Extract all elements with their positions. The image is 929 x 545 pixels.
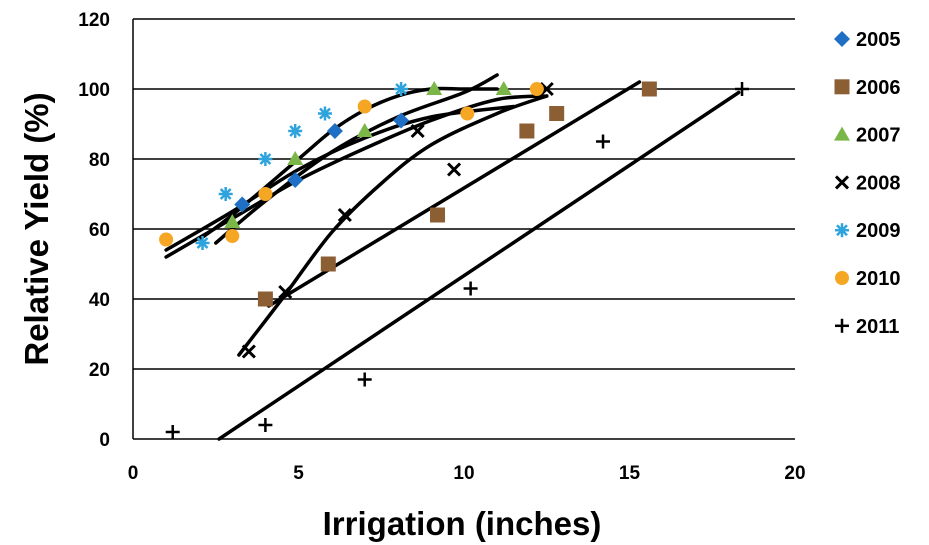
point-2009 [394,82,409,96]
point-2007 [224,214,241,228]
x-tick-label: 15 [619,463,641,484]
point-2009 [218,187,233,201]
legend-marker [835,318,849,333]
legend-label: 2007 [856,125,901,147]
point-2006 [549,106,565,121]
y-tick-label: 120 [78,10,110,31]
point-2007 [356,123,373,137]
point-2005 [393,112,410,129]
axes [132,19,795,440]
legend-label: 2009 [856,220,901,242]
point-2009 [288,124,303,138]
point-2010 [159,232,174,247]
point-2007 [426,81,443,95]
trendline-7 [217,90,741,441]
legend-label: 2010 [856,268,901,290]
legend-item-2008: 2008 [834,172,901,194]
data-points [159,81,750,439]
point-2006 [519,123,535,139]
legend: 2005 2006 2007 2008 2009 2010 2011 [834,29,901,338]
point-2005 [287,172,304,188]
trendline-1 [164,94,549,259]
point-2008 [337,207,352,223]
legend-label: 2008 [856,172,901,194]
point-2009 [195,236,210,250]
series-2009 [195,82,409,250]
legend-marker [834,175,850,190]
point-2010 [460,106,475,121]
legend-item-2005: 2005 [834,29,901,51]
series-2010 [159,82,544,247]
point-2005 [234,196,251,213]
point-2011 [463,281,478,296]
trendlines [164,73,741,441]
legend-marker [834,31,850,47]
y-tick-label: 40 [89,290,110,311]
y-axis-title: Relative Yield (%) [18,92,55,365]
point-2008 [447,162,462,177]
point-2008 [278,284,293,300]
legend-label: 2005 [856,29,901,51]
legend-marker [834,79,850,95]
y-tick-label: 20 [89,360,110,381]
legend-item-2007: 2007 [834,125,901,147]
legend-marker [835,271,849,285]
point-2009 [317,106,332,121]
point-2010 [225,229,240,243]
point-2006 [257,291,273,307]
legend-item-2009: 2009 [835,220,901,242]
point-2011 [165,425,180,439]
legend-label: 2006 [856,77,901,99]
point-2005 [326,123,343,139]
legend-label: 2011 [856,316,899,338]
legend-item-2010: 2010 [835,268,901,290]
point-2011 [258,418,273,432]
y-tick-label: 60 [89,220,110,241]
series-2005 [234,112,410,213]
legend-marker [835,223,849,238]
series-2011 [165,82,750,439]
point-2010 [258,187,273,201]
point-2007 [495,81,512,95]
x-axis-title: Irrigation (inches) [323,505,602,542]
point-2007 [287,151,304,165]
legend-marker [834,126,850,141]
point-2008 [410,123,425,139]
y-tick-label: 100 [78,80,110,101]
point-2010 [529,82,544,96]
y-tick-label: 80 [89,150,110,171]
series-2007 [224,81,512,228]
point-2006 [430,207,446,223]
point-2006 [641,81,657,97]
point-2006 [320,256,336,272]
legend-item-2006: 2006 [834,77,901,99]
point-2010 [357,99,372,114]
x-tick-label: 0 [128,463,139,484]
legend-item-2011: 2011 [835,316,899,338]
series-2008 [241,81,554,359]
tick-labels: 0 20 40 60 80 100 120 0 5 10 15 20 [78,10,805,484]
point-2011 [357,372,372,387]
point-2009 [258,152,273,166]
series-2006 [257,81,657,307]
point-2008 [539,81,554,97]
point-2011 [596,134,611,149]
x-tick-label: 20 [784,463,805,484]
x-tick-label: 10 [453,463,474,484]
y-tick-label: 0 [99,430,110,451]
point-2008 [241,344,256,359]
x-tick-label: 5 [293,463,304,484]
point-2011 [735,82,750,96]
